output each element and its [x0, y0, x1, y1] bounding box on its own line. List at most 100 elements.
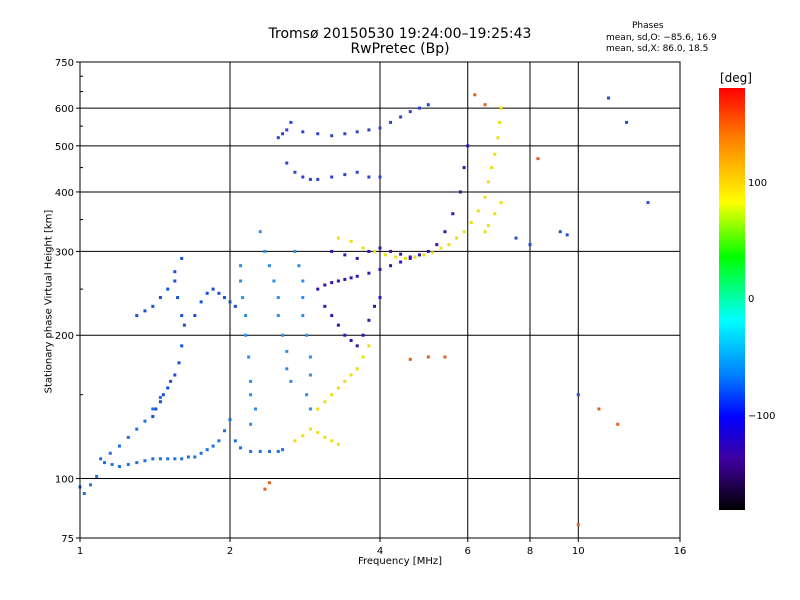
data-point — [223, 296, 227, 300]
data-point — [316, 287, 320, 291]
data-point — [267, 449, 271, 453]
x-tick-label: 8 — [527, 546, 533, 557]
data-point — [330, 393, 334, 397]
data-point — [443, 355, 447, 359]
data-point — [439, 246, 443, 250]
data-point — [408, 357, 412, 361]
data-point — [316, 132, 320, 136]
data-point — [285, 161, 289, 165]
data-point — [193, 314, 197, 318]
data-point — [281, 132, 285, 136]
x-tick-label: 10 — [572, 546, 585, 557]
data-point — [143, 309, 147, 313]
data-point — [193, 455, 197, 459]
data-point — [126, 463, 130, 467]
data-point — [158, 395, 162, 399]
y-tick-label: 200 — [55, 331, 74, 342]
data-point — [293, 439, 297, 443]
data-point — [241, 296, 245, 300]
data-point — [361, 246, 365, 250]
data-point — [182, 323, 186, 327]
data-point — [408, 255, 412, 259]
data-point — [173, 279, 177, 283]
data-point — [89, 483, 93, 487]
colorbar-tick: −100 — [748, 411, 776, 422]
y-tick-label: 75 — [61, 534, 74, 545]
data-point — [447, 243, 451, 247]
data-point — [343, 132, 347, 136]
data-point — [173, 457, 177, 461]
data-point — [367, 128, 371, 132]
data-point — [117, 444, 121, 448]
data-point — [330, 249, 334, 253]
data-point — [349, 373, 353, 377]
x-tick-label: 4 — [377, 546, 383, 557]
data-point — [625, 120, 629, 124]
data-point — [462, 230, 466, 234]
data-point — [389, 120, 393, 124]
data-point — [355, 130, 359, 134]
data-point — [383, 253, 387, 257]
data-point — [233, 304, 237, 308]
data-point — [330, 281, 334, 285]
data-point — [486, 224, 490, 228]
data-point — [126, 435, 130, 439]
stats-line-o: mean, sd,O: −85.6, 16.9 — [606, 33, 717, 43]
data-point — [205, 291, 209, 295]
data-point — [316, 177, 320, 181]
data-point — [349, 338, 353, 342]
x-tick-label: 6 — [465, 546, 471, 557]
data-point — [308, 373, 312, 377]
data-point — [536, 157, 540, 161]
data-point — [249, 449, 253, 453]
data-point — [408, 110, 412, 114]
data-point — [166, 287, 170, 291]
data-point — [576, 523, 580, 527]
data-point — [343, 333, 347, 337]
data-point — [180, 457, 184, 461]
data-point — [330, 314, 334, 318]
data-point — [293, 249, 297, 253]
data-point — [361, 333, 365, 337]
data-point — [466, 144, 470, 148]
stats-heading: Phases — [632, 21, 664, 31]
data-point — [336, 323, 340, 327]
data-point — [228, 300, 232, 304]
data-point — [499, 106, 503, 110]
y-tick-label: 400 — [55, 188, 74, 199]
data-point — [389, 249, 393, 253]
data-point — [305, 393, 309, 397]
data-point — [308, 355, 312, 359]
data-point — [336, 236, 340, 240]
data-point — [399, 115, 403, 119]
data-point — [355, 170, 359, 174]
data-point — [135, 427, 139, 431]
data-point — [323, 283, 327, 287]
data-point — [158, 457, 162, 461]
data-point — [378, 126, 382, 130]
data-point — [151, 407, 155, 411]
data-point — [293, 170, 297, 174]
data-point — [135, 314, 139, 318]
data-point — [180, 314, 184, 318]
data-point — [426, 249, 430, 253]
grid-lines — [80, 62, 680, 538]
data-point — [258, 230, 262, 234]
data-point — [244, 333, 248, 337]
data-point — [558, 230, 562, 234]
data-point — [103, 461, 107, 465]
data-point — [473, 93, 477, 97]
data-point — [223, 429, 227, 433]
data-point — [336, 279, 340, 283]
data-point — [499, 201, 503, 205]
data-point — [451, 212, 455, 216]
data-point — [490, 166, 494, 170]
data-point — [343, 253, 347, 257]
data-point — [422, 253, 426, 257]
data-point — [186, 455, 190, 459]
data-point — [355, 367, 359, 371]
data-point — [301, 279, 305, 283]
data-point — [151, 457, 155, 461]
data-point — [99, 457, 103, 461]
data-point — [151, 414, 155, 418]
